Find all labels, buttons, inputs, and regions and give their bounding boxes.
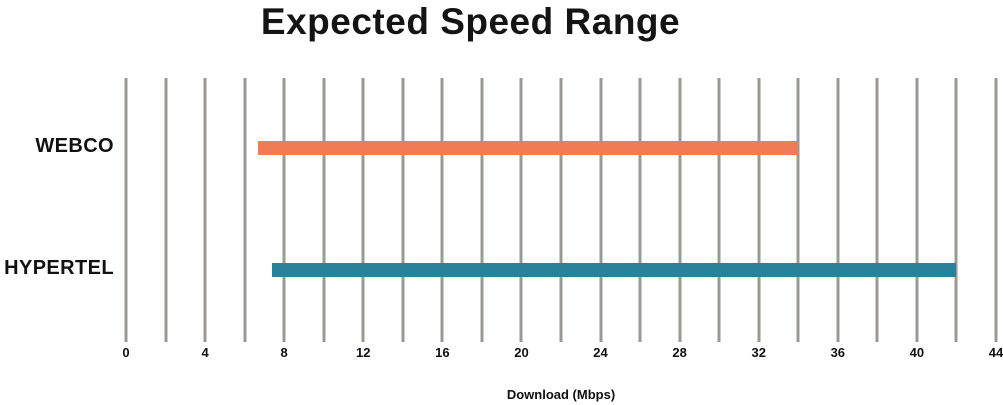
x-tick-label-16: 16 — [435, 345, 450, 360]
x-tick-label-44: 44 — [988, 345, 1003, 360]
gridline — [203, 78, 207, 342]
x-tick-label-36: 36 — [830, 345, 846, 360]
gridline — [243, 78, 247, 342]
category-label-webco: WEBCO — [35, 135, 114, 157]
x-tick-label-32: 32 — [751, 345, 766, 360]
gridline — [559, 78, 563, 342]
gridline — [836, 78, 840, 342]
x-tick-label-4: 4 — [201, 345, 209, 360]
gridline — [480, 78, 484, 342]
gridline — [954, 78, 958, 342]
gridline — [757, 78, 761, 342]
x-tick-label-28: 28 — [672, 345, 687, 360]
x-tick-label-40: 40 — [909, 345, 925, 360]
gridline — [401, 78, 405, 342]
gridline — [875, 78, 879, 342]
x-tick-label-20: 20 — [514, 345, 529, 360]
range-bar-hypertel — [272, 263, 957, 277]
gridline — [361, 78, 365, 342]
gridline — [282, 78, 286, 342]
gridline — [599, 78, 603, 342]
gridline — [796, 78, 800, 342]
gridline — [124, 78, 128, 342]
range-bar-webco — [258, 141, 799, 155]
gridline — [915, 78, 919, 342]
plot-area — [124, 78, 998, 342]
gridline — [322, 78, 326, 342]
gridline — [717, 78, 721, 342]
chart-title: Expected Speed Range — [260, 1, 681, 42]
gridline — [638, 78, 642, 342]
x-tick-label-12: 12 — [356, 345, 371, 360]
category-label-hypertel: HYPERTEL — [4, 257, 114, 279]
x-tick-label-0: 0 — [122, 345, 130, 360]
x-axis-title: Download (Mbps) — [506, 387, 616, 402]
gridline — [994, 78, 998, 342]
gridline — [164, 78, 168, 342]
gridline — [519, 78, 523, 342]
gridline — [440, 78, 444, 342]
gridline — [678, 78, 682, 342]
x-tick-label-8: 8 — [280, 345, 288, 360]
x-tick-label-24: 24 — [593, 345, 608, 360]
